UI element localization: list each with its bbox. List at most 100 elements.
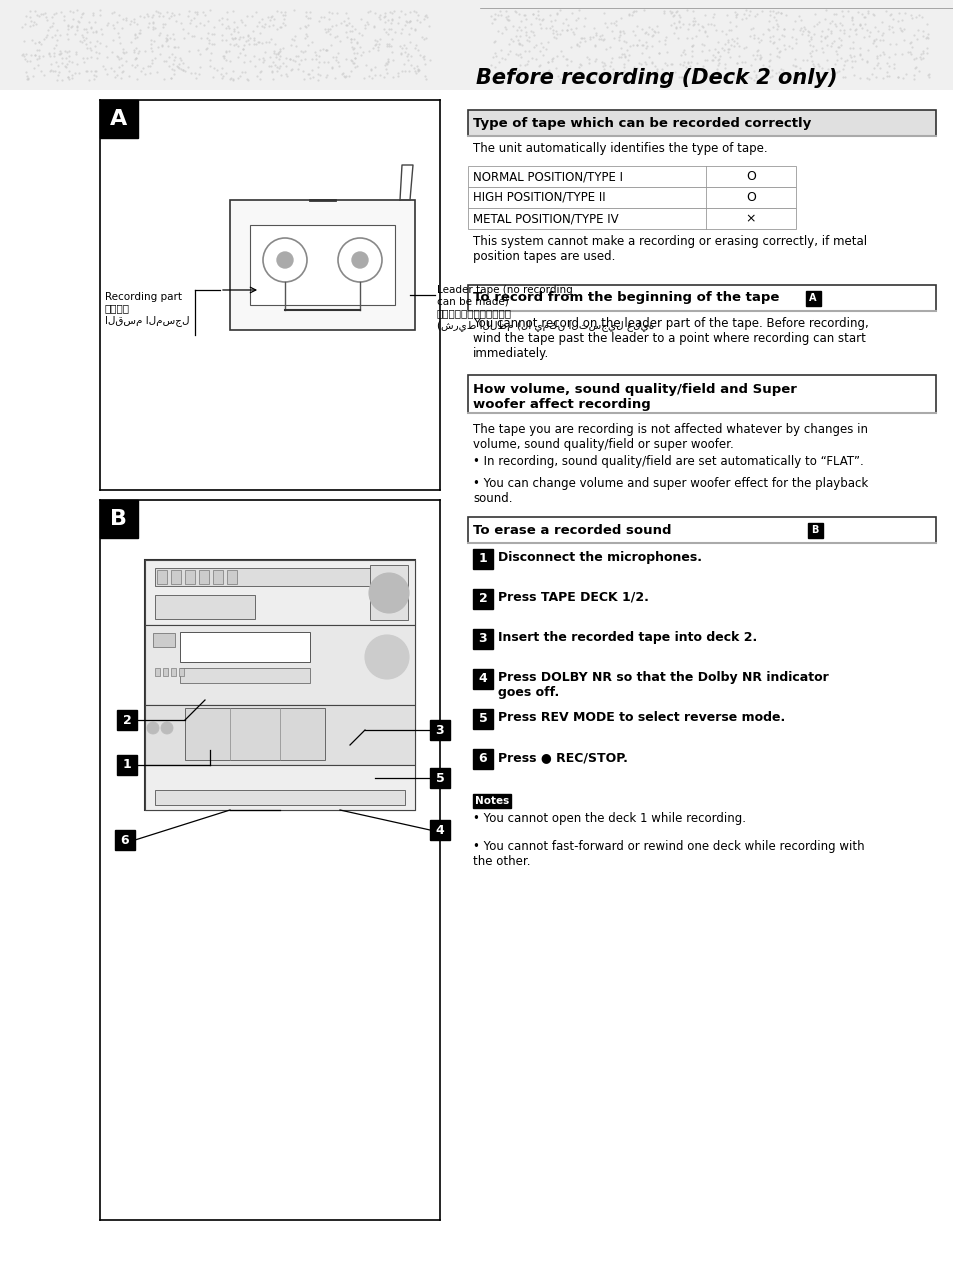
Point (351, 22, 366, 42)
Text: Press DOLBY NR so that the Dolby NR indicator
goes off.: Press DOLBY NR so that the Dolby NR indi… (497, 671, 828, 699)
Point (610, 47, 625, 68)
Point (364, 68, 379, 89)
Point (54, 69, 70, 90)
Point (372, 30, 387, 50)
Point (375, 19, 391, 40)
Point (765, 6, 781, 27)
Point (845, 46, 861, 67)
Point (706, 14, 721, 35)
Point (544, 49, 559, 69)
Point (783, 27, 799, 47)
Point (260, 32, 275, 53)
Point (867, 36, 882, 56)
Point (539, 62, 555, 82)
Point (366, 15, 381, 36)
Point (170, 37, 185, 58)
Point (304, 59, 319, 80)
Point (487, 46, 502, 67)
Point (147, 31, 162, 51)
Point (806, 4, 821, 24)
Point (866, 17, 882, 37)
Point (736, 37, 751, 58)
Point (127, 41, 142, 62)
Point (61, 67, 76, 87)
Point (611, 30, 626, 50)
Point (603, 47, 618, 68)
Point (679, 53, 695, 73)
Point (768, 9, 783, 30)
Point (852, 37, 867, 58)
Point (783, 37, 799, 58)
Point (173, 13, 189, 33)
Point (508, 26, 523, 46)
Point (811, 56, 826, 77)
Point (536, 64, 551, 85)
Point (615, 65, 630, 86)
Point (115, 38, 131, 59)
Point (552, 23, 567, 44)
Point (742, 68, 758, 89)
Point (715, 67, 730, 87)
Point (297, 23, 313, 44)
Point (59, 54, 74, 74)
Point (625, 1, 640, 22)
Point (110, 46, 125, 67)
Point (673, 44, 688, 64)
Point (181, 41, 196, 62)
Point (613, 46, 628, 67)
Point (295, 60, 311, 81)
Point (622, 36, 638, 56)
Point (128, 28, 143, 49)
Point (255, 49, 271, 69)
Point (618, 32, 633, 53)
Point (862, 22, 877, 42)
Point (252, 12, 267, 32)
Point (833, 47, 848, 68)
Point (616, 56, 631, 77)
Point (774, 24, 789, 45)
Point (334, 13, 349, 33)
Point (796, 17, 811, 37)
Point (135, 8, 151, 28)
Point (745, 18, 760, 38)
Point (338, 67, 354, 87)
Point (327, 68, 342, 89)
Point (907, 56, 923, 77)
Point (568, 18, 583, 38)
Point (180, 23, 195, 44)
Point (597, 59, 612, 80)
Point (717, 58, 732, 78)
Point (577, 8, 592, 28)
Point (676, 51, 691, 72)
Point (517, 4, 532, 24)
Point (85, 4, 100, 24)
Point (377, 5, 393, 26)
Point (30, 31, 46, 51)
Point (193, 56, 208, 77)
Point (508, 58, 523, 78)
Point (193, 44, 208, 64)
Point (752, 59, 767, 80)
Point (200, 23, 215, 44)
Point (830, 36, 845, 56)
Point (144, 50, 159, 71)
Bar (805, 291, 821, 307)
Point (355, 41, 370, 62)
Point (915, 26, 930, 46)
Point (534, 10, 549, 31)
Point (814, 21, 829, 41)
Point (129, 14, 144, 35)
Point (817, 26, 832, 46)
Point (381, 33, 396, 54)
Point (718, 24, 733, 45)
Point (544, 15, 559, 36)
Point (410, 55, 425, 76)
Point (241, 33, 256, 54)
Point (887, 33, 902, 54)
Point (299, 26, 314, 46)
Point (587, 50, 602, 71)
Point (505, 15, 520, 36)
Point (509, 19, 524, 40)
Point (383, 35, 398, 55)
Point (771, 41, 786, 62)
